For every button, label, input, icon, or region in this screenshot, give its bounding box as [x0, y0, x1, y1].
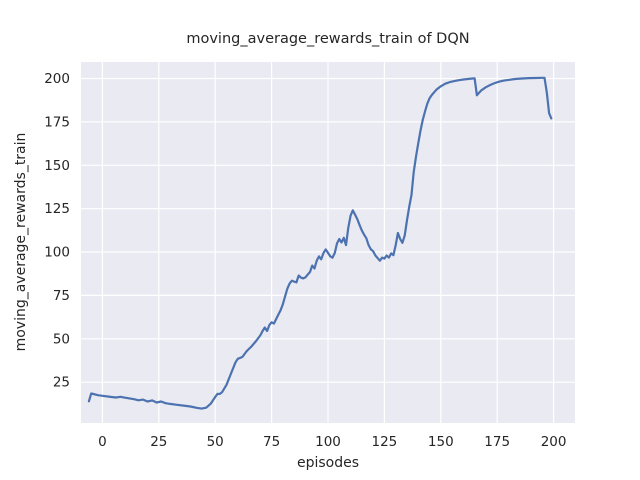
y-tick-label: 125 [44, 201, 70, 217]
y-tick-label: 25 [53, 375, 70, 391]
x-tick-label: 175 [484, 434, 510, 450]
y-tick-label: 150 [44, 158, 70, 174]
line-series-moving_average_rewards_train [87, 76, 553, 410]
y-axis-label: moving_average_rewards_train [13, 132, 29, 352]
x-tick-label: 200 [541, 434, 567, 450]
x-tick-label: 0 [98, 434, 107, 450]
x-tick-label: 50 [207, 434, 224, 450]
x-tick-label: 75 [263, 434, 280, 450]
y-tick-label: 75 [53, 288, 70, 304]
y-tick-label: 200 [44, 71, 70, 87]
x-tick-label: 100 [315, 434, 341, 450]
x-tick-label: 150 [428, 434, 454, 450]
x-tick-label: 125 [372, 434, 398, 450]
y-tick-label: 175 [44, 114, 70, 130]
x-tick-label: 25 [150, 434, 167, 450]
x-axis-label: episodes [296, 455, 360, 471]
chart-title: moving_average_rewards_train of DQN [186, 31, 470, 47]
y-tick-label: 100 [44, 245, 70, 261]
y-tick-label: 50 [53, 331, 70, 347]
